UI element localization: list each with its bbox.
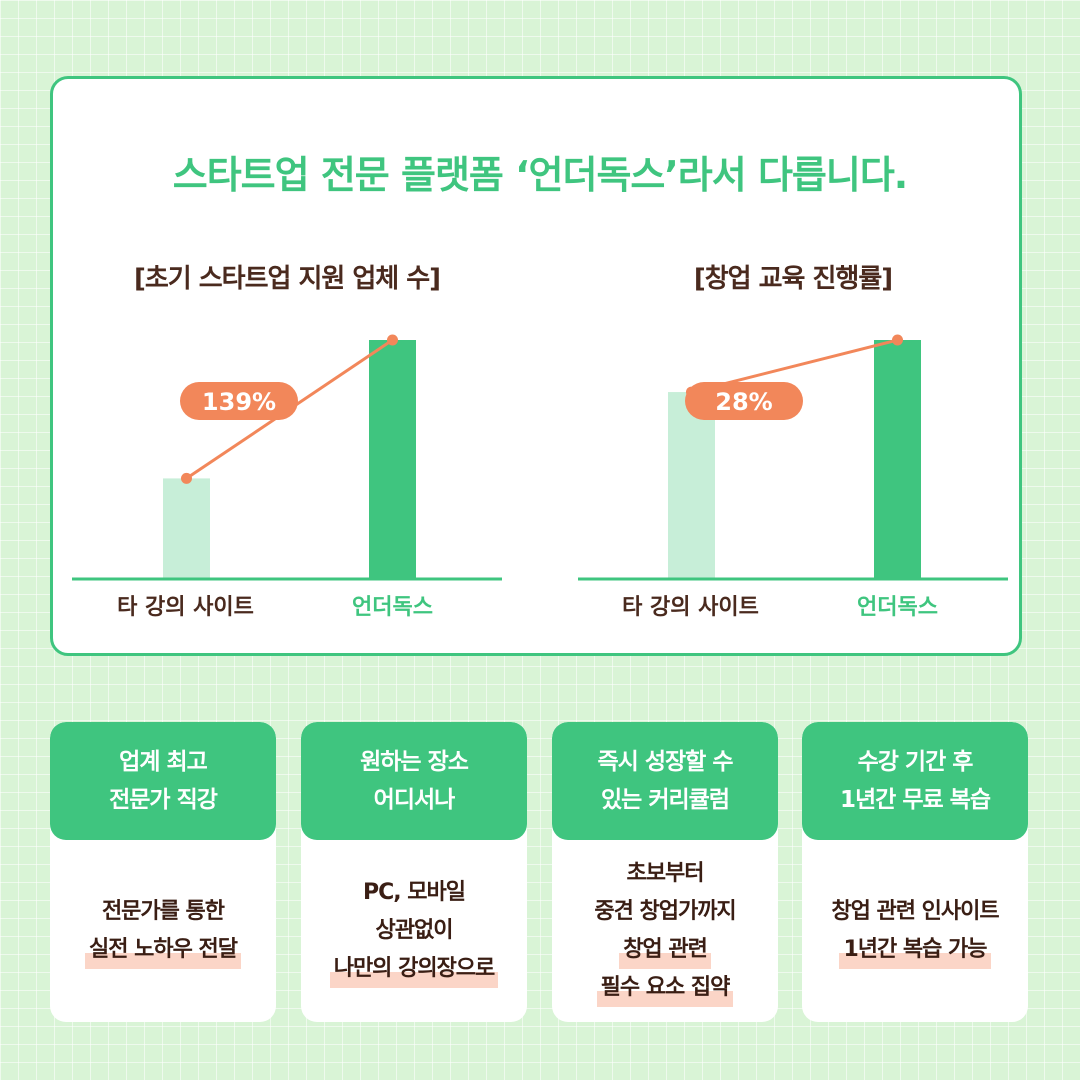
highlighted-text: 창업 관련 [619,931,711,969]
growth-badge [685,382,803,420]
growth-badge [180,382,298,420]
feature-card: 원하는 장소 어디서나 PC, 모바일 상관없이 나만의 강의장으로 [301,722,527,1022]
feature-card-title-line: 원하는 장소 [360,749,469,775]
x-tick-label: 언더독스 [857,595,938,620]
feature-card-description: 창업 관련 인사이트 1년간 복습 가능 [802,840,1028,1022]
description-line: 전문가를 통한 [101,899,225,924]
highlighted-text: 필수 요소 집약 [596,969,734,1007]
comparison-panel [50,76,1022,656]
x-tick-label: 언더독스 [352,595,433,620]
feature-card-title-line: 즉시 성장할 수 [597,749,734,775]
feature-card-title-line: 업계 최고 [119,749,208,775]
bar-underdogs [369,340,416,578]
chart-title-education-progress: [창업 교육 진행률] [693,264,893,294]
description-line: PC, 모바일 [362,880,466,905]
description-line: 상관없이 [375,918,454,943]
headline: 스타트업 전문 플랫폼 ‘언더독스’라서 다릅니다. [172,153,908,197]
bar-underdogs [874,340,921,578]
feature-card-title-line: 수강 기간 후 [857,749,974,775]
description-line: 창업 관련 인사이트 [831,899,999,924]
chart-title-startup-support: [초기 스타트업 지원 업체 수] [133,264,441,294]
feature-card-title-line: 어디서나 [373,787,456,813]
feature-card-title-line: 1년간 무료 복습 [840,787,991,813]
x-tick-label: 타 강의 사이트 [622,595,759,620]
feature-card-title-line: 전문가 직강 [109,787,218,813]
highlighted-text: 나만의 강의장으로 [329,950,499,988]
highlighted-text: 1년간 복습 가능 [839,931,991,969]
x-tick-label: 타 강의 사이트 [117,595,254,620]
growth-badge-label: 28% [715,388,772,416]
growth-point [387,334,398,346]
feature-card-title: 수강 기간 후 1년간 무료 복습 [802,722,1028,840]
growth-badge-label: 139% [202,388,276,416]
description-line: 초보부터 [626,861,705,886]
highlighted-text: 실전 노하우 전달 [85,931,241,969]
description-line: 중견 창업가까지 [594,899,736,924]
feature-card-title-line: 있는 커리큘럼 [601,787,730,813]
bar-other-sites [668,392,715,578]
growth-point [181,472,192,484]
growth-point [892,334,903,346]
bar-other-sites [163,478,210,578]
